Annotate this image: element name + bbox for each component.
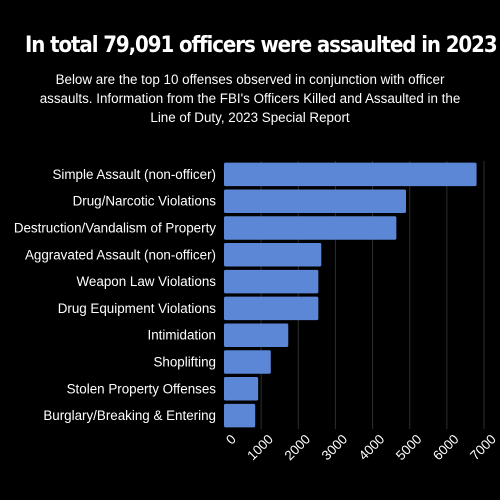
bar: [224, 189, 406, 213]
x-tick-label: 7000: [467, 431, 499, 463]
chart-title: In total 79,091 officers were assaulted …: [25, 33, 498, 58]
category-label: Simple Assault (non-officer): [53, 167, 217, 182]
x-tick-label: 5000: [393, 431, 425, 463]
x-tick-label: 2000: [281, 431, 313, 463]
bar: [224, 377, 259, 401]
x-tick-label: 1000: [244, 431, 276, 463]
x-tick-label: 3000: [319, 431, 351, 463]
bar: [224, 296, 319, 321]
bar: [224, 269, 319, 294]
x-axis-ticks: 0 1000 2000 3000 4000 5000 6000 7000: [223, 431, 499, 463]
category-labels: Simple Assault (non-officer) Drug/Narcoti…: [14, 167, 216, 423]
bar: [224, 216, 397, 240]
x-tick-label: 4000: [356, 431, 388, 463]
category-label: Intimidation: [148, 328, 216, 343]
bar: [224, 162, 477, 187]
x-tick-label: 6000: [430, 431, 462, 463]
category-label: Destruction/Vandalism of Property: [14, 221, 216, 236]
x-tick-label: 0: [223, 431, 239, 447]
chart-subtitle: Below are the top 10 offenses observed i…: [39, 72, 461, 125]
bar: [224, 403, 256, 428]
bars: [224, 162, 477, 428]
category-label: Drug/Narcotic Violations: [73, 194, 217, 209]
category-label: Weapon Law Violations: [77, 274, 217, 289]
category-label: Burglary/Breaking & Entering: [43, 408, 216, 423]
bar: [224, 350, 271, 374]
category-label: Stolen Property Offenses: [67, 381, 217, 396]
bar: [224, 323, 289, 347]
category-label: Aggravated Assault (non-officer): [25, 247, 216, 262]
category-label: Drug Equipment Violations: [58, 301, 217, 316]
bar: [224, 243, 322, 267]
category-label: Shoplifting: [153, 355, 216, 370]
